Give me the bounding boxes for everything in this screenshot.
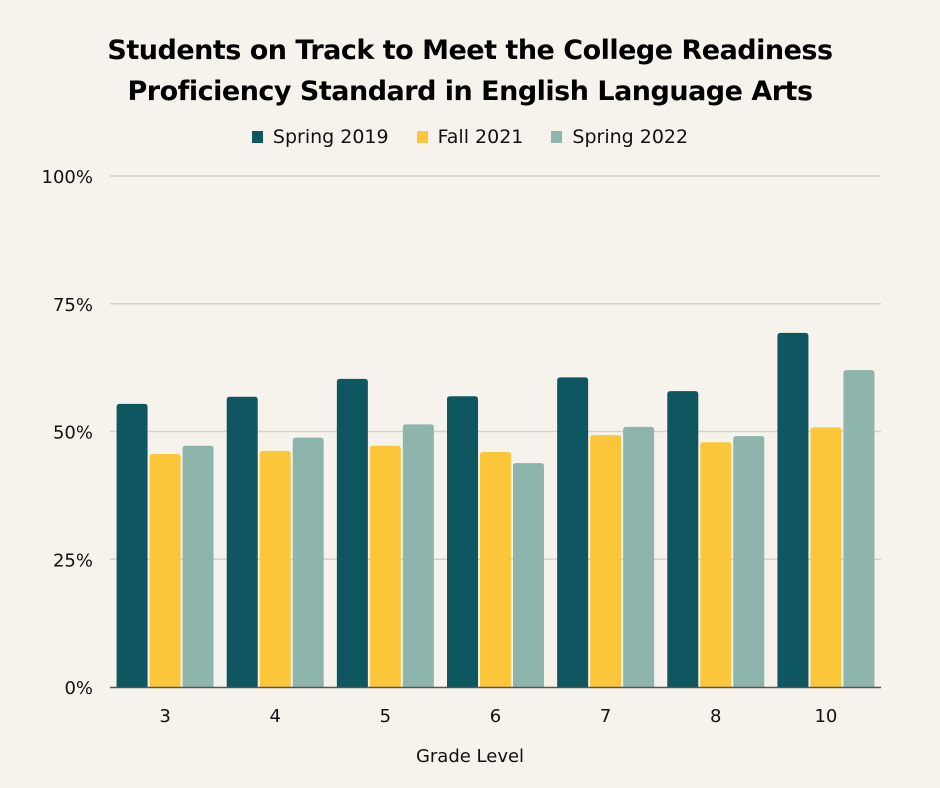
y-tick-label: 50% bbox=[53, 423, 93, 444]
bar bbox=[480, 451, 511, 687]
x-tick-label: 8 bbox=[710, 706, 721, 727]
legend-item-fall-2021: Fall 2021 bbox=[416, 126, 524, 148]
bar bbox=[336, 378, 368, 687]
legend-swatch-spring-2022 bbox=[551, 131, 563, 143]
x-tick-label: 5 bbox=[380, 706, 391, 727]
chart-title: Students on Track to Meet the College Re… bbox=[0, 30, 940, 112]
y-tick-label: 0% bbox=[64, 678, 93, 699]
bar bbox=[292, 437, 324, 687]
bar bbox=[810, 427, 842, 687]
y-tick-label: 75% bbox=[53, 295, 93, 316]
x-tick-label: 6 bbox=[490, 706, 501, 727]
y-tick-label: 25% bbox=[53, 550, 93, 571]
bar bbox=[182, 445, 214, 687]
chart-title-line-1: Students on Track to Meet the College Re… bbox=[107, 35, 833, 66]
legend-label-spring-2019: Spring 2019 bbox=[272, 126, 389, 148]
legend-label-fall-2021: Fall 2021 bbox=[437, 126, 524, 148]
x-tick-label: 7 bbox=[600, 706, 611, 727]
bar bbox=[700, 442, 732, 687]
bar bbox=[226, 396, 258, 687]
x-axis-label: Grade Level bbox=[415, 746, 525, 767]
bar bbox=[149, 453, 181, 687]
legend-item-spring-2019: Spring 2019 bbox=[251, 126, 389, 148]
bar bbox=[590, 435, 622, 687]
bar bbox=[667, 391, 699, 687]
legend-swatch-fall-2021 bbox=[416, 131, 428, 143]
y-tick-label: 100% bbox=[42, 167, 93, 188]
bar bbox=[369, 445, 401, 687]
bar bbox=[557, 377, 589, 687]
chart-title-line-2: Proficiency Standard in English Language… bbox=[127, 76, 813, 107]
x-tick-label: 3 bbox=[159, 706, 170, 727]
bar bbox=[843, 370, 875, 687]
x-tick-label: 4 bbox=[269, 706, 280, 727]
legend-swatch-spring-2019 bbox=[251, 131, 263, 143]
bar bbox=[116, 403, 148, 687]
bar bbox=[402, 424, 434, 687]
bar bbox=[777, 332, 809, 687]
bar bbox=[447, 396, 478, 687]
x-tick-label: 10 bbox=[814, 706, 837, 727]
bar bbox=[623, 426, 655, 687]
bar bbox=[733, 436, 765, 687]
bar bbox=[259, 450, 291, 687]
legend-item-spring-2022: Spring 2022 bbox=[551, 126, 688, 148]
legend-label-spring-2022: Spring 2022 bbox=[572, 126, 689, 148]
legend: Spring 2019 Fall 2021 Spring 2022 bbox=[0, 126, 940, 148]
bar bbox=[513, 463, 544, 687]
